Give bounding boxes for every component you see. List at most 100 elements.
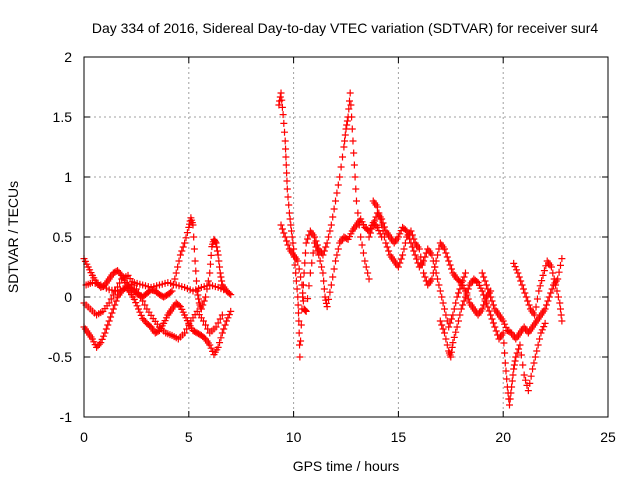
data-point [194,291,202,299]
data-point [296,353,304,361]
data-point [283,169,291,177]
data-point [383,243,391,251]
data-point [330,265,338,273]
data-point [436,287,444,295]
data-point [439,325,447,333]
data-point [107,295,115,303]
data-point [350,161,358,169]
data-point [358,241,366,249]
data-point [521,289,529,297]
data-point [285,201,293,209]
data-point [329,273,337,281]
data-point [510,365,518,373]
data-point [538,277,546,285]
tick-labels: 0 5 10 15 20 25 -1 -0.5 0 0.5 1 1.5 2 [48,49,616,445]
data-point [105,317,113,325]
data-point [484,285,492,293]
data-point [108,309,116,317]
data-point [453,293,461,301]
data-point [557,311,565,319]
data-point [375,209,383,217]
data-point [309,249,317,257]
data-point [112,297,120,305]
data-point [220,325,228,333]
series-arc-c [82,279,231,295]
data-point [481,277,489,285]
data-point [508,383,516,391]
data-point [485,307,493,315]
data-point [541,319,549,327]
data-point [533,347,541,355]
data-point [225,311,233,319]
data-point [368,225,376,233]
data-point [137,311,145,319]
data-point [189,221,197,229]
data-point [449,339,457,347]
data-point [536,335,544,343]
data-point [281,128,289,136]
data-point [190,233,198,241]
data-point [97,339,105,347]
data-point [98,335,106,343]
data-point [214,343,222,351]
data-point [502,367,510,375]
data-point [436,317,444,325]
data-point [552,281,560,289]
data-point [457,305,465,313]
data-point [214,319,222,327]
data-point [116,270,124,278]
data-point [217,273,225,281]
data-point [292,269,300,277]
data-point [183,229,191,237]
data-point [347,101,355,109]
data-point [428,275,436,283]
data-point [213,243,221,251]
data-point [334,245,342,253]
data-point [174,263,182,271]
y-axis-label: SDTVAR / TECUs [5,181,21,293]
data-point [473,277,481,285]
data-point [549,269,557,277]
series-arc-i [436,275,549,409]
data-point [541,305,549,313]
data-point [432,257,440,265]
x-axis-label: GPS time / hours [293,458,400,474]
data-point [480,291,488,299]
data-point [365,275,373,283]
data-point [141,301,149,309]
data-point [327,281,335,289]
data-point [518,281,526,289]
data-point [394,233,402,241]
data-point [280,119,288,127]
data-point [400,245,408,253]
data-point [429,269,437,277]
data-point [517,351,525,359]
data-point [181,329,189,337]
data-point [287,221,295,229]
data-point [450,305,458,313]
data-point [295,329,303,337]
data-point [487,293,495,301]
data-point [139,297,147,305]
data-point [525,301,533,309]
data-point [281,233,289,241]
series-arc-e [275,89,373,361]
data-point [547,263,555,271]
data-point [417,253,425,261]
data-point [420,269,428,277]
data-point [221,321,229,329]
data-point [315,251,323,259]
data-point [297,321,305,329]
data-point [223,287,231,295]
data-point [351,173,359,181]
data-point [280,229,288,237]
data-point [555,268,563,276]
data-point [443,253,451,261]
data-point [520,371,528,379]
data-point [556,261,564,269]
data-point [524,297,532,305]
data-point [524,387,532,395]
data-point [137,293,145,301]
data-point [441,245,449,253]
